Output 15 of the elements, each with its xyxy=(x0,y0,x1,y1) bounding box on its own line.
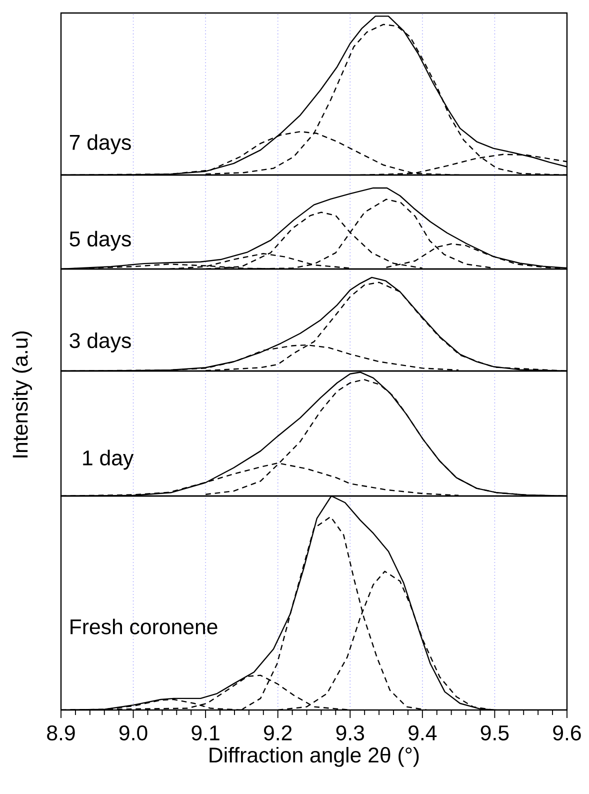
x-tick-label: 9.1 xyxy=(192,725,220,740)
annotation: 5 days xyxy=(70,230,131,251)
annotation: Fresh coronene xyxy=(70,618,218,634)
annotation: 1 day xyxy=(83,450,134,470)
annotation: 3 days xyxy=(70,332,131,352)
x-tick-label: 8.9 xyxy=(47,725,75,740)
x-tick-label: 9.3 xyxy=(336,725,364,740)
x-tick-label: 9.4 xyxy=(408,725,437,740)
annotation: 7 days xyxy=(70,134,131,154)
x-axis-title: Diffraction angle 2θ (°) xyxy=(210,746,419,767)
x-tick-label: 9.6 xyxy=(553,725,581,740)
y-axis-title: Intensity (a.u) xyxy=(12,331,32,458)
x-tick-label: 9.2 xyxy=(264,725,292,740)
x-tick-label: 9.5 xyxy=(480,725,509,740)
x-tick-label: 9.0 xyxy=(119,725,148,740)
